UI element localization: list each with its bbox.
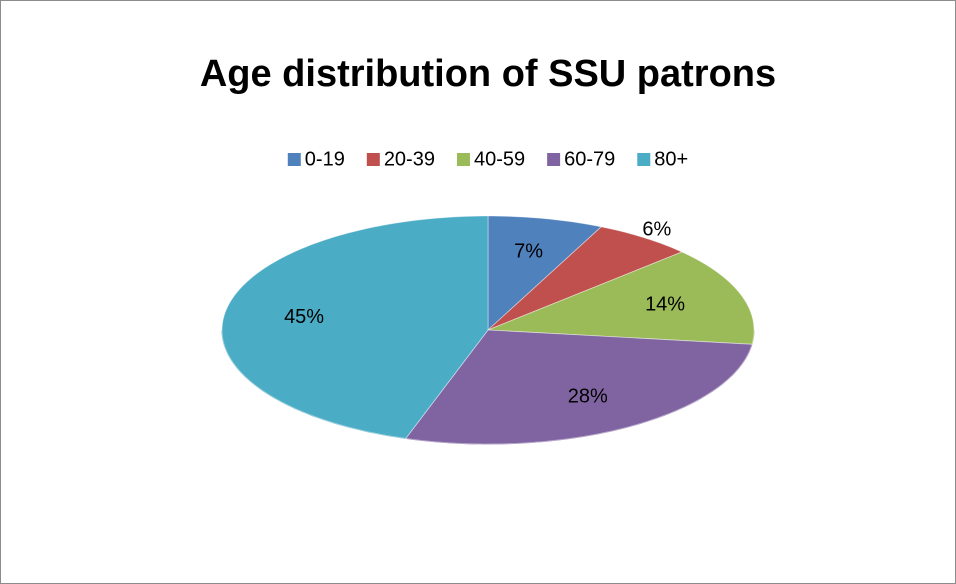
pie-slice bbox=[221, 215, 489, 439]
legend-label: 0-19 bbox=[305, 148, 345, 170]
legend-item: 0-19 bbox=[287, 148, 345, 170]
data-label: 45% bbox=[284, 306, 324, 328]
pie-slice bbox=[487, 226, 683, 331]
legend-swatch bbox=[366, 153, 380, 166]
legend-item: 60-79 bbox=[547, 148, 615, 170]
pie-slice bbox=[487, 215, 603, 331]
data-label: 7% bbox=[514, 240, 543, 262]
legend: 0-19 20-39 40-59 60-79 80+ bbox=[287, 148, 688, 170]
pie-tops bbox=[221, 215, 755, 445]
pie-slice bbox=[405, 329, 753, 445]
legend-item: 80+ bbox=[637, 148, 688, 170]
chart-title: Age distribution of SSU patrons bbox=[200, 53, 776, 95]
data-label: 14% bbox=[645, 294, 685, 316]
pie-slice bbox=[487, 251, 755, 345]
data-label: 6% bbox=[642, 219, 671, 241]
legend-swatch bbox=[456, 153, 470, 166]
data-labels: 7% 6% 14% 28% 45% bbox=[284, 219, 685, 408]
legend-swatch bbox=[547, 153, 561, 166]
legend-item: 40-59 bbox=[456, 148, 525, 170]
legend-label: 80+ bbox=[654, 148, 688, 170]
legend-label: 40-59 bbox=[474, 148, 525, 170]
legend-label: 20-39 bbox=[384, 148, 435, 170]
legend-swatch bbox=[287, 153, 301, 166]
legend-item: 20-39 bbox=[366, 148, 435, 170]
legend-label: 60-79 bbox=[564, 148, 615, 170]
legend-swatch bbox=[637, 153, 651, 166]
data-label: 28% bbox=[568, 386, 608, 408]
